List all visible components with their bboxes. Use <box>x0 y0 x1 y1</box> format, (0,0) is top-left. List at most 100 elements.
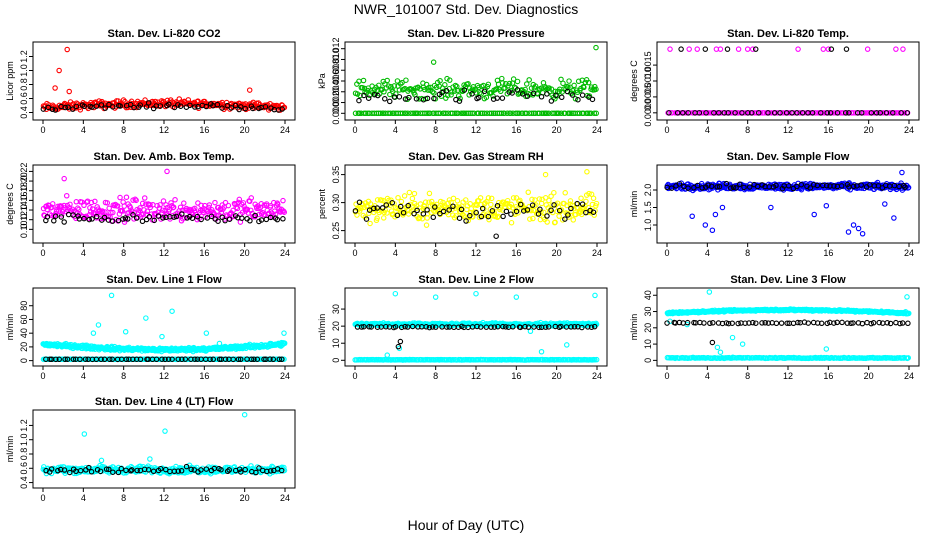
data-point <box>590 195 597 202</box>
data-point <box>452 110 458 117</box>
data-point <box>232 102 239 109</box>
y-axis-label: ml/min <box>5 314 15 341</box>
y-tick-label: 0 <box>19 358 29 363</box>
data-point <box>145 467 152 473</box>
data-point <box>406 189 413 196</box>
x-tick-label: 8 <box>745 248 750 258</box>
data-point <box>684 319 691 326</box>
data-point <box>500 213 506 220</box>
chart-title: Stan. Dev. Line 2 Flow <box>418 274 534 286</box>
y-tick-label: 0.012 <box>331 37 341 60</box>
data-point <box>391 83 398 89</box>
data-point <box>356 199 363 205</box>
data-point <box>858 182 864 188</box>
x-tick-label: 0 <box>40 493 45 503</box>
data-point <box>437 77 443 84</box>
data-point <box>458 206 465 213</box>
data-point <box>206 202 213 208</box>
data-point <box>755 110 762 116</box>
x-tick-label: 12 <box>159 125 169 135</box>
data-point <box>234 205 241 212</box>
data-point <box>510 195 517 201</box>
data-point <box>737 181 743 188</box>
data-point <box>86 464 92 471</box>
data-point <box>483 94 490 101</box>
chart-title: Stan. Dev. Line 3 Flow <box>730 274 846 286</box>
data-point <box>729 320 735 326</box>
data-point <box>475 94 482 101</box>
data-point <box>173 213 180 220</box>
outlier-point <box>66 88 72 95</box>
chart-panel-5: Stan. Dev. Gas Stream RH0 4 8 12 16 20 240.250… <box>317 151 608 258</box>
data-point <box>420 211 427 217</box>
data-point <box>429 89 436 95</box>
outlier-point <box>706 289 713 295</box>
outlier-point <box>108 292 115 299</box>
data-point <box>55 467 61 474</box>
y-tick-label: 0.000 <box>331 102 341 125</box>
data-point <box>281 467 288 474</box>
data-point <box>527 91 533 98</box>
data-point <box>67 469 73 476</box>
data-point <box>250 105 256 112</box>
y-tick-label: 0.20 <box>19 172 29 190</box>
data-point <box>901 110 908 116</box>
data-point <box>252 212 258 219</box>
data-point <box>402 323 408 330</box>
outlier-point <box>563 342 570 348</box>
data-point <box>556 207 563 214</box>
outlier-point <box>143 315 149 321</box>
outlier-point <box>384 352 391 358</box>
y-tick-label: 0.0005 <box>643 83 653 111</box>
data-point <box>543 110 550 117</box>
plot-frame <box>32 409 296 489</box>
data-point <box>384 210 390 216</box>
x-tick-label: 24 <box>592 125 602 135</box>
plot-frame <box>344 41 608 121</box>
data-point <box>870 320 877 326</box>
data-point <box>446 207 452 213</box>
data-point <box>524 93 531 99</box>
data-point <box>398 324 405 331</box>
outlier-point <box>719 204 726 211</box>
x-tick-label: 0 <box>40 125 45 135</box>
x-tick-label: 12 <box>159 371 169 381</box>
data-point <box>765 110 771 116</box>
y-tick-label: 0.8 <box>19 448 29 461</box>
data-point <box>500 323 506 330</box>
data-point <box>842 110 849 116</box>
data-point <box>727 185 734 191</box>
data-point <box>807 185 813 191</box>
data-point <box>130 356 136 363</box>
data-point <box>385 83 392 89</box>
data-point <box>426 84 432 91</box>
data-point <box>850 183 857 190</box>
data-point <box>118 465 125 472</box>
outlier-point <box>203 330 210 336</box>
data-point <box>849 110 855 116</box>
data-point <box>530 90 537 97</box>
data-point <box>208 213 215 220</box>
data-point <box>475 84 482 91</box>
data-point <box>432 204 438 210</box>
x-tick-label: 24 <box>904 371 914 381</box>
data-point <box>123 356 130 362</box>
data-point <box>160 198 167 204</box>
data-point <box>67 201 73 208</box>
data-point <box>542 324 549 330</box>
data-point <box>432 324 439 330</box>
data-point <box>516 110 522 117</box>
data-point <box>498 110 505 117</box>
outlier-point <box>823 203 830 209</box>
data-point <box>454 198 461 204</box>
data-point <box>765 320 772 326</box>
outlier-point <box>724 46 731 52</box>
figure-xlabel: Hour of Day (UTC) <box>408 517 525 533</box>
data-point <box>81 202 87 209</box>
data-point <box>478 91 484 97</box>
data-point <box>267 468 274 474</box>
data-point <box>451 88 458 94</box>
data-point <box>499 80 506 86</box>
data-point <box>732 110 738 116</box>
